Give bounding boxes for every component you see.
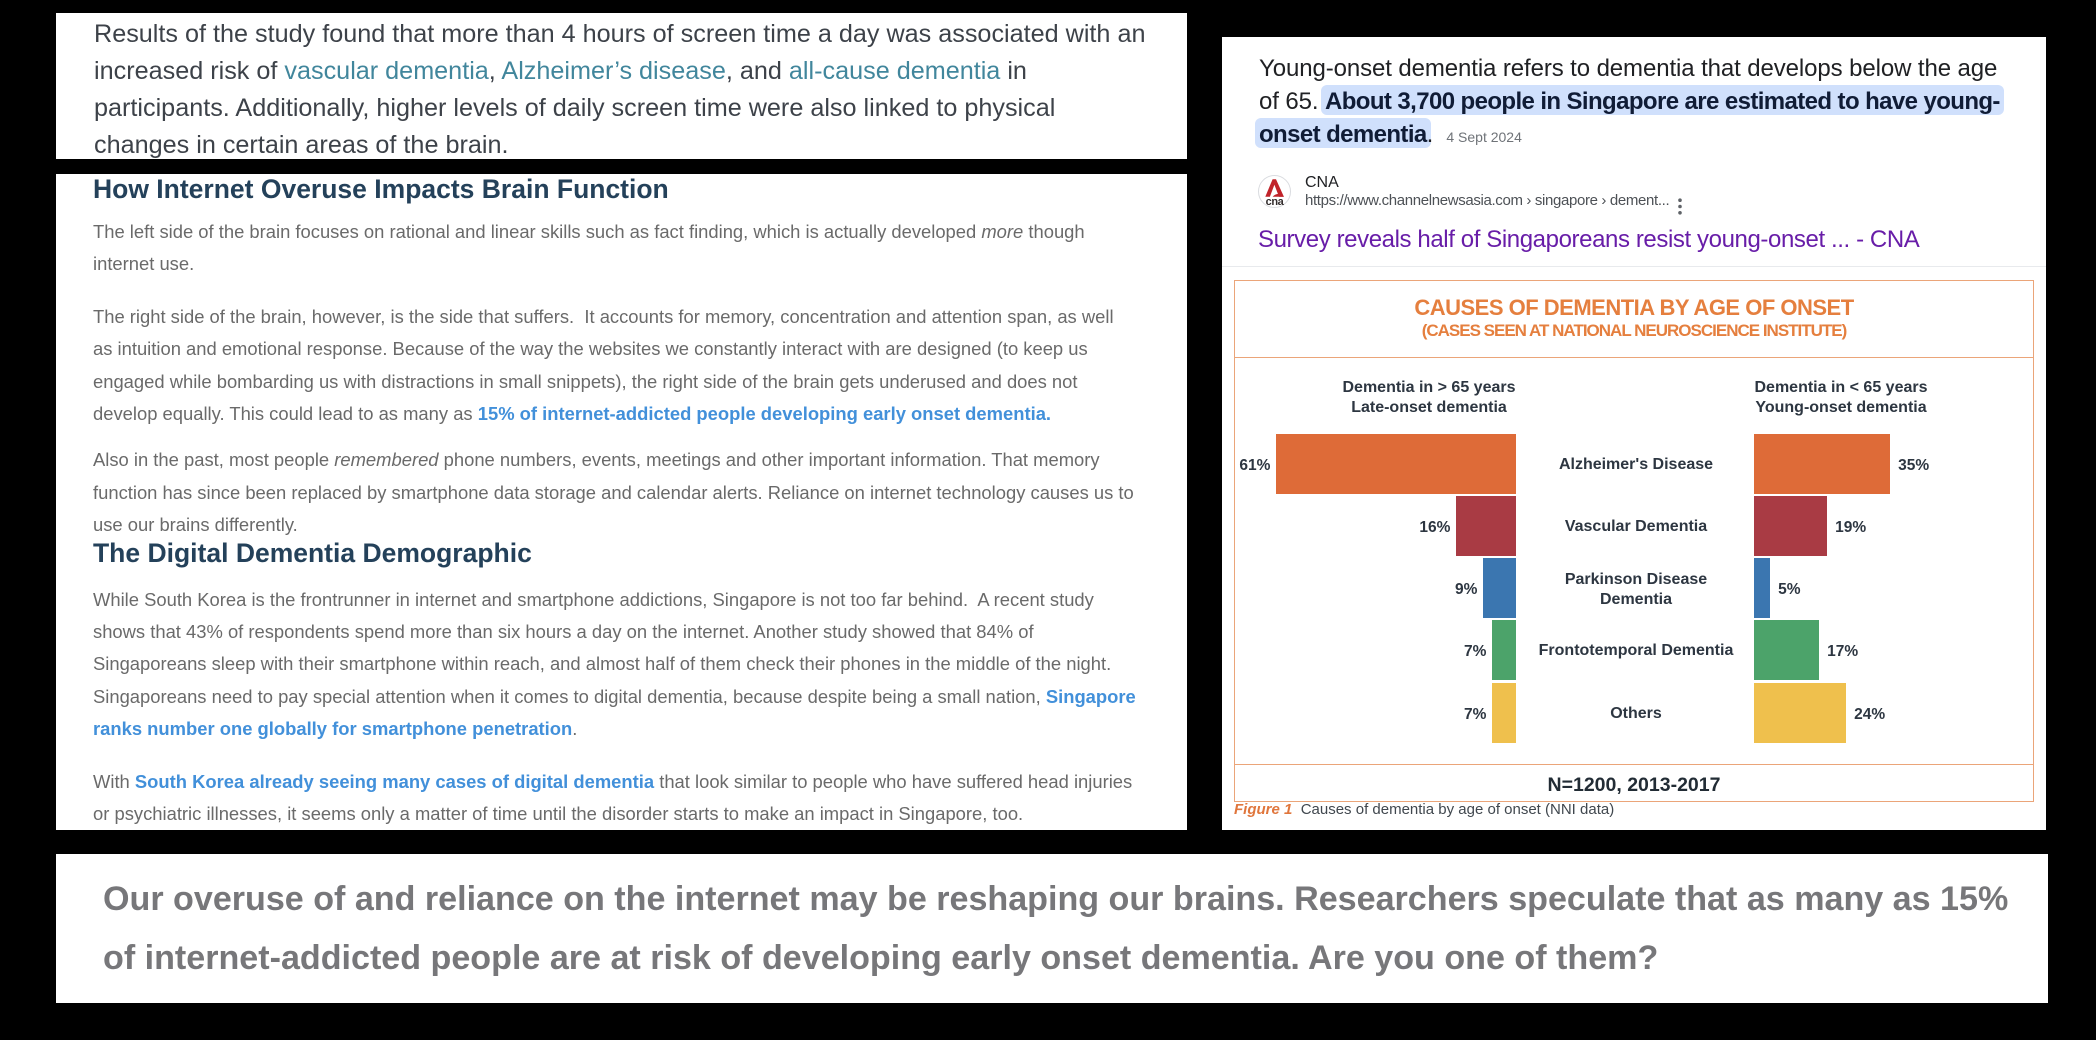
svg-text:cna: cna	[1266, 196, 1285, 208]
